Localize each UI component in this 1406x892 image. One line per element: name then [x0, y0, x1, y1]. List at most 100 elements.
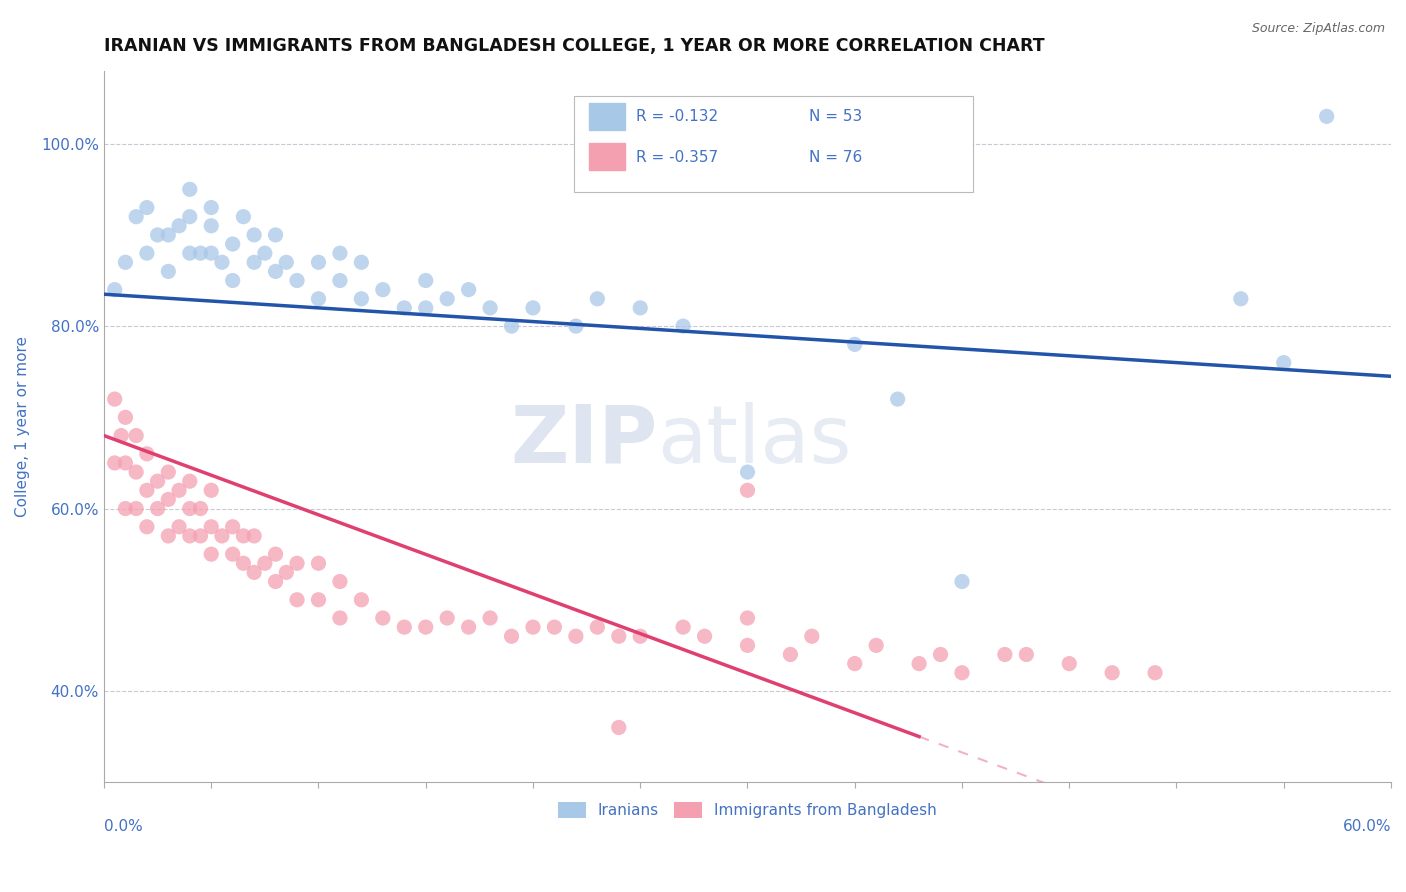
- Point: [200, 520, 222, 534]
- Point: [179, 529, 201, 543]
- Point: [264, 547, 287, 561]
- Text: N = 53: N = 53: [810, 110, 862, 125]
- Point: [565, 319, 588, 334]
- Point: [543, 620, 565, 634]
- Point: [350, 255, 373, 269]
- Point: [146, 501, 169, 516]
- Point: [211, 255, 233, 269]
- Point: [190, 501, 212, 516]
- Point: [1230, 292, 1253, 306]
- Point: [479, 301, 502, 315]
- Point: [135, 520, 157, 534]
- Point: [308, 292, 330, 306]
- Point: [737, 465, 759, 479]
- Point: [329, 273, 352, 287]
- Point: [1057, 657, 1080, 671]
- FancyBboxPatch shape: [574, 95, 973, 192]
- Point: [114, 501, 136, 516]
- Point: [586, 620, 609, 634]
- Point: [157, 465, 180, 479]
- Point: [135, 201, 157, 215]
- Bar: [589, 144, 626, 170]
- Text: 60.0%: 60.0%: [1343, 819, 1391, 834]
- Text: N = 76: N = 76: [810, 150, 862, 165]
- Point: [415, 620, 437, 634]
- Text: 0.0%: 0.0%: [104, 819, 143, 834]
- Point: [737, 611, 759, 625]
- Point: [522, 620, 544, 634]
- Y-axis label: College, 1 year or more: College, 1 year or more: [15, 336, 30, 517]
- Point: [607, 629, 630, 643]
- Point: [157, 227, 180, 242]
- Point: [586, 292, 609, 306]
- Point: [800, 629, 823, 643]
- Point: [167, 483, 190, 498]
- Point: [276, 255, 298, 269]
- Point: [693, 629, 716, 643]
- Point: [135, 483, 157, 498]
- Point: [200, 483, 222, 498]
- Point: [104, 283, 127, 297]
- Point: [950, 574, 973, 589]
- Point: [457, 620, 479, 634]
- Point: [179, 501, 201, 516]
- Point: [276, 566, 298, 580]
- Point: [628, 629, 651, 643]
- Point: [243, 566, 266, 580]
- Point: [200, 547, 222, 561]
- Point: [415, 301, 437, 315]
- Point: [457, 283, 479, 297]
- Point: [135, 447, 157, 461]
- Point: [672, 620, 695, 634]
- Point: [371, 283, 394, 297]
- Point: [114, 456, 136, 470]
- Point: [1101, 665, 1123, 680]
- Point: [865, 639, 887, 653]
- Point: [221, 237, 243, 252]
- Point: [779, 648, 801, 662]
- Point: [264, 264, 287, 278]
- Point: [908, 657, 931, 671]
- Point: [628, 301, 651, 315]
- Point: [179, 210, 201, 224]
- Point: [394, 301, 416, 315]
- Point: [285, 556, 308, 570]
- Point: [308, 255, 330, 269]
- Point: [179, 182, 201, 196]
- Legend: Iranians, Immigrants from Bangladesh: Iranians, Immigrants from Bangladesh: [553, 797, 943, 824]
- Point: [157, 492, 180, 507]
- Point: [1272, 356, 1295, 370]
- Text: atlas: atlas: [658, 401, 852, 480]
- Point: [179, 474, 201, 488]
- Point: [950, 665, 973, 680]
- Point: [200, 201, 222, 215]
- Point: [211, 529, 233, 543]
- Point: [232, 529, 254, 543]
- Point: [672, 319, 695, 334]
- Point: [190, 529, 212, 543]
- Text: Source: ZipAtlas.com: Source: ZipAtlas.com: [1251, 22, 1385, 36]
- Point: [104, 456, 127, 470]
- Text: R = -0.132: R = -0.132: [636, 110, 717, 125]
- Point: [371, 611, 394, 625]
- Point: [146, 227, 169, 242]
- Point: [737, 639, 759, 653]
- Point: [436, 611, 458, 625]
- Point: [135, 246, 157, 260]
- Point: [104, 392, 127, 406]
- Point: [415, 273, 437, 287]
- Text: ZIP: ZIP: [510, 401, 658, 480]
- Point: [221, 520, 243, 534]
- Point: [844, 657, 866, 671]
- Point: [844, 337, 866, 351]
- Point: [253, 556, 276, 570]
- Point: [329, 246, 352, 260]
- Point: [285, 592, 308, 607]
- Point: [565, 629, 588, 643]
- Point: [929, 648, 952, 662]
- Point: [243, 255, 266, 269]
- Point: [125, 210, 148, 224]
- Point: [501, 629, 523, 643]
- Point: [110, 428, 132, 442]
- Point: [200, 219, 222, 233]
